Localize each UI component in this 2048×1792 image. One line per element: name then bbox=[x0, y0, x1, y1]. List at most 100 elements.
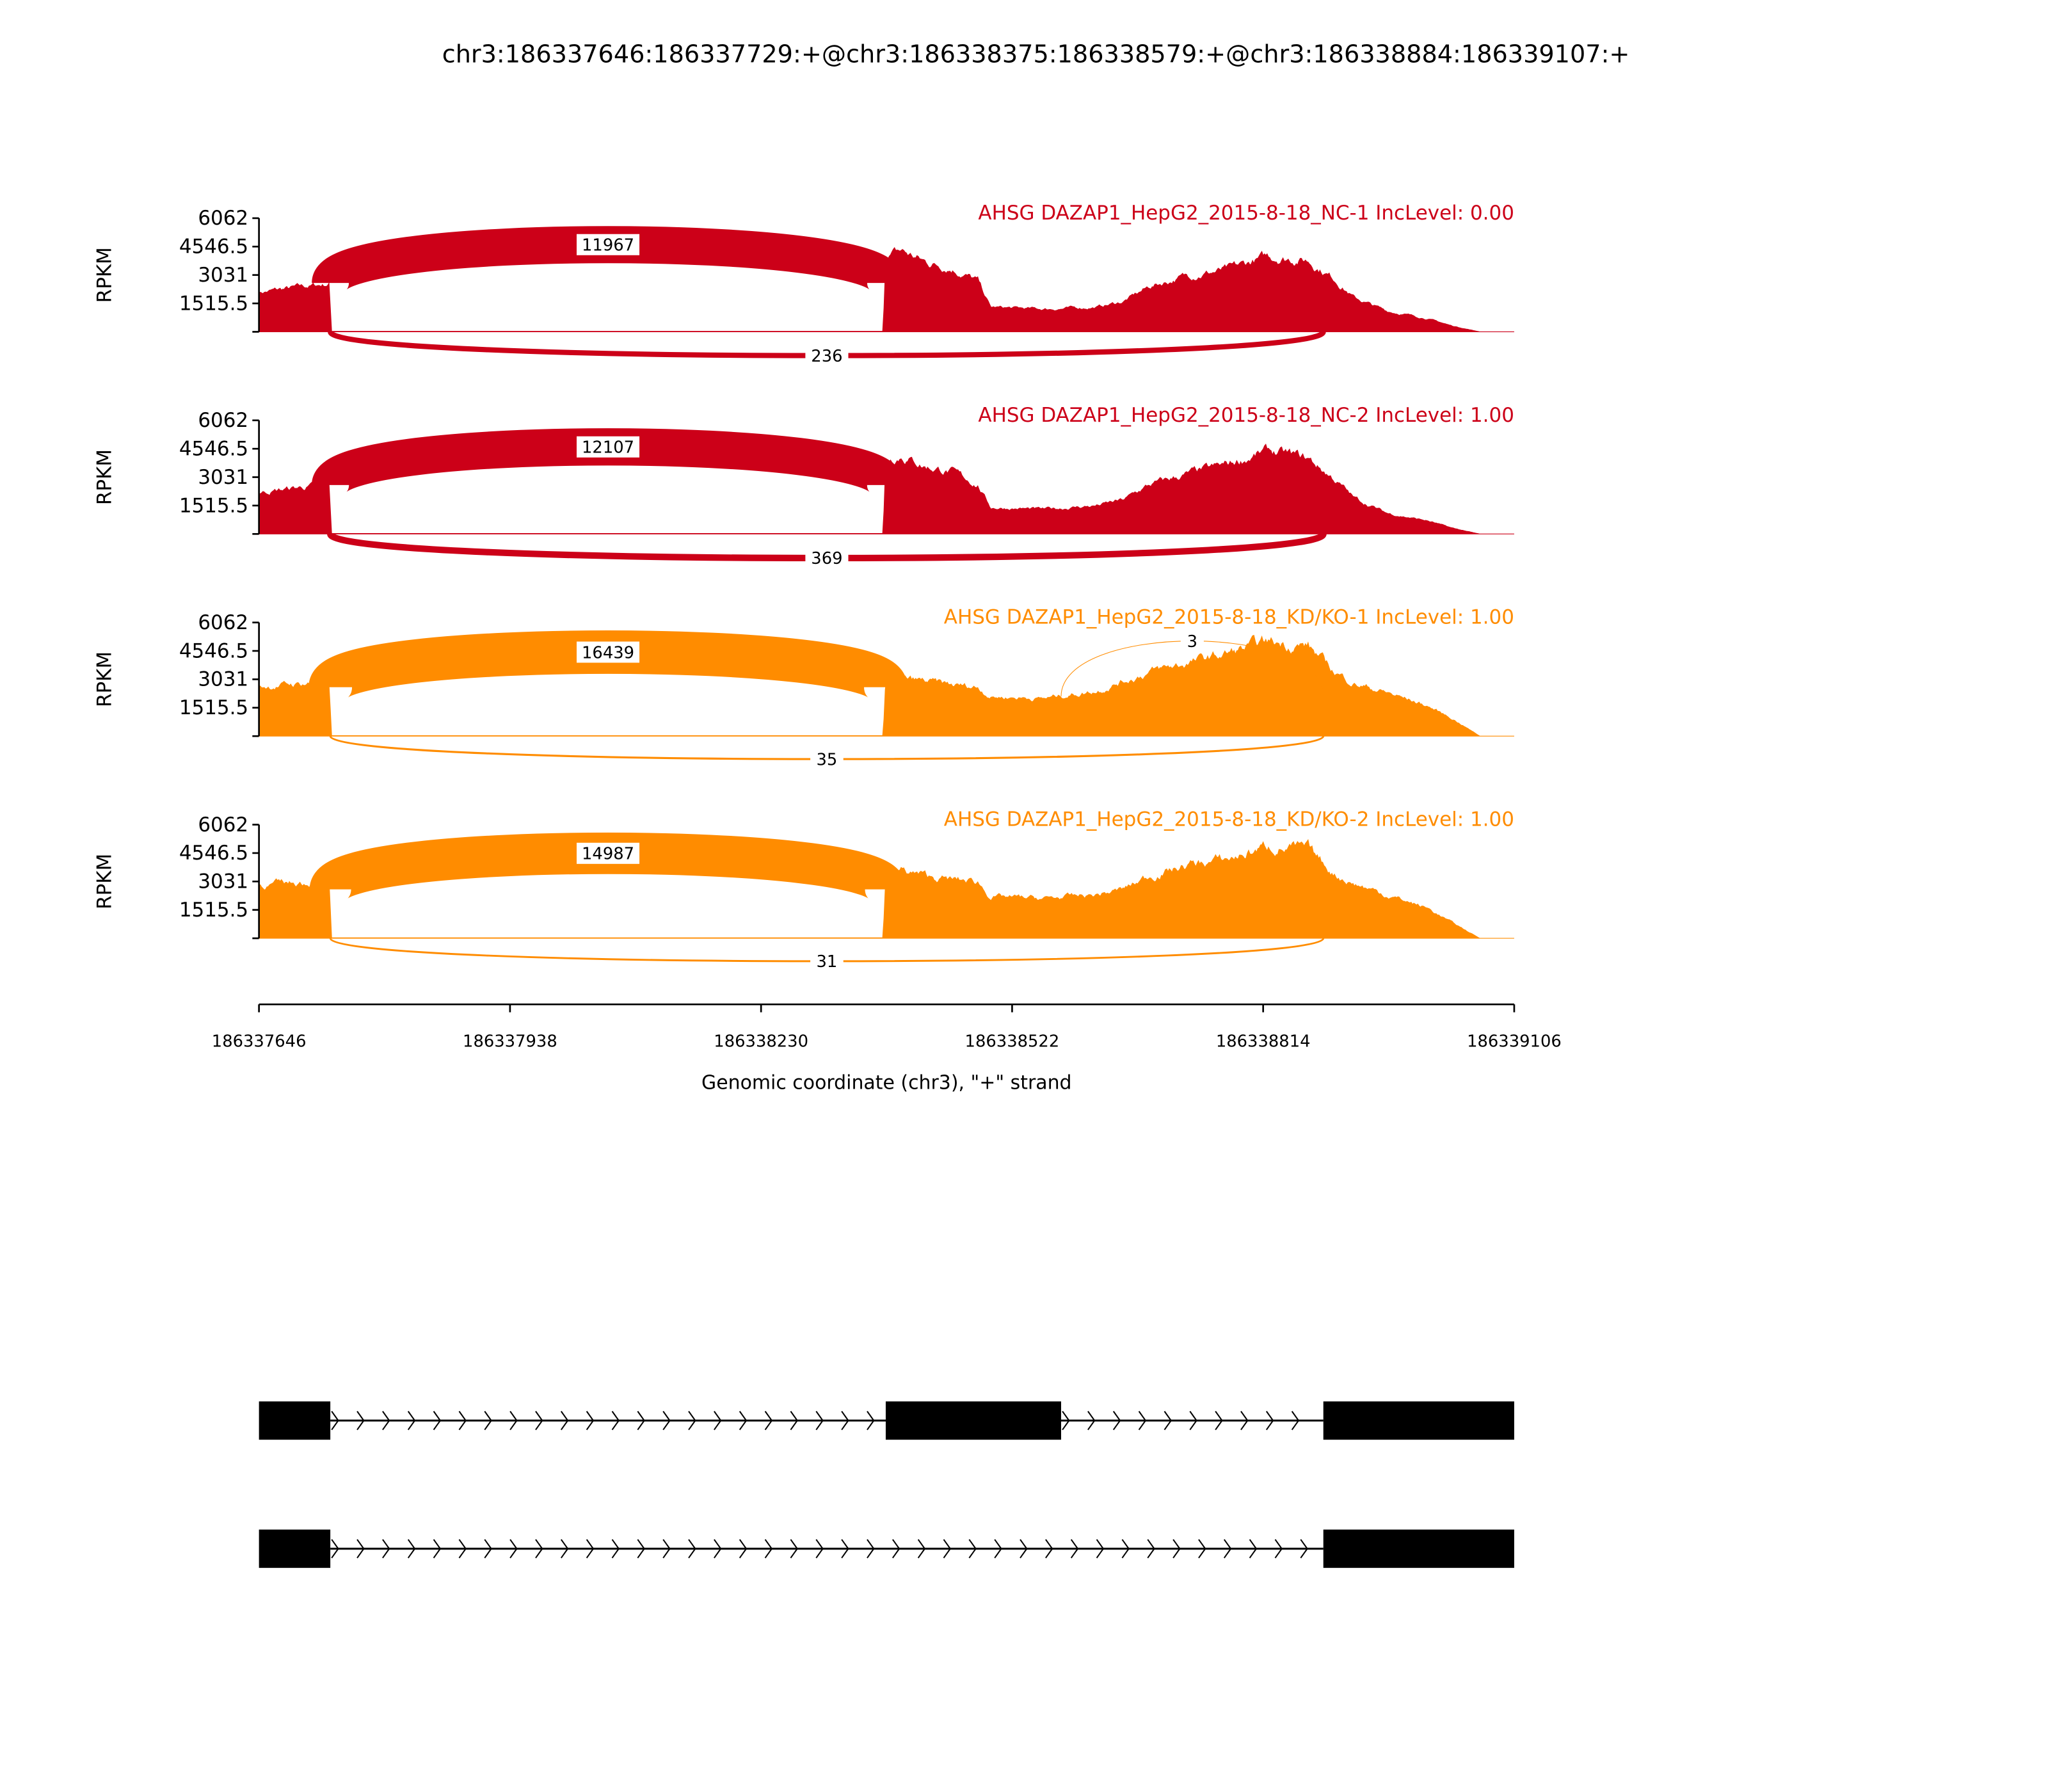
strand-arrow-icon bbox=[867, 1411, 875, 1430]
sample-panel-2: 1515.5 3031 4546.5 6062 RPKM 12107 369 AHSG DAZ… bbox=[93, 404, 1514, 569]
strand-arrow-icon bbox=[662, 1539, 671, 1558]
sample-label: AHSG DAZAP1_HepG2_2015-8-18_KD/KO-1 IncL… bbox=[944, 606, 1514, 629]
strand-arrow-icon bbox=[407, 1539, 416, 1558]
strand-arrow-icon bbox=[356, 1539, 365, 1558]
strand-arrow-icon bbox=[1249, 1539, 1258, 1558]
strand-arrow-icon bbox=[484, 1411, 492, 1430]
strand-arrow-icon bbox=[509, 1539, 518, 1558]
strand-arrow-icon bbox=[1070, 1539, 1079, 1558]
strand-arrow-icon bbox=[1274, 1539, 1283, 1558]
strand-arrow-icon bbox=[790, 1539, 799, 1558]
x-tick-label: 186338522 bbox=[965, 1032, 1060, 1051]
strand-arrow-icon bbox=[968, 1539, 977, 1558]
junction-label-bg bbox=[577, 842, 640, 864]
strand-arrow-icon bbox=[433, 1539, 442, 1558]
y-tick-label: 3031 bbox=[198, 466, 248, 489]
strand-arrow-icon bbox=[535, 1411, 543, 1430]
strand-arrow-icon bbox=[1121, 1539, 1130, 1558]
gene-model-2 bbox=[259, 1529, 1514, 1568]
y-tick-label: 4546.5 bbox=[179, 842, 248, 865]
y-tick-label: 1515.5 bbox=[179, 696, 248, 719]
x-tick-label: 186339106 bbox=[1467, 1032, 1562, 1051]
strand-arrow-icon bbox=[586, 1539, 595, 1558]
strand-arrow-icon bbox=[611, 1411, 620, 1430]
strand-arrow-icon bbox=[1215, 1411, 1223, 1430]
strand-arrow-icon bbox=[1096, 1539, 1105, 1558]
strand-arrow-icon bbox=[586, 1411, 595, 1430]
sample-panel-3: 1515.5 3031 4546.5 6062 RPKM 16439 3 35 AHSG DAZ… bbox=[93, 606, 1514, 770]
junction-count-label: 236 bbox=[811, 347, 842, 366]
strand-arrow-icon bbox=[1300, 1539, 1308, 1558]
strand-arrow-icon bbox=[331, 1411, 339, 1430]
gene-model-1 bbox=[259, 1401, 1514, 1440]
strand-arrow-icon bbox=[1240, 1411, 1249, 1430]
sample-label: AHSG DAZAP1_HepG2_2015-8-18_NC-1 IncLeve… bbox=[978, 202, 1514, 225]
strand-arrow-icon bbox=[790, 1411, 799, 1430]
junction-label-bg bbox=[810, 748, 844, 770]
junction-label-bg bbox=[810, 950, 844, 972]
strand-arrow-icon bbox=[739, 1539, 748, 1558]
y-tick-label: 3031 bbox=[198, 668, 248, 691]
exon-block bbox=[259, 1529, 331, 1568]
strand-arrow-icon bbox=[1020, 1539, 1028, 1558]
strand-arrow-icon bbox=[688, 1539, 696, 1558]
strand-arrow-icon bbox=[458, 1539, 467, 1558]
strand-arrow-icon bbox=[1112, 1411, 1121, 1430]
strand-arrow-icon bbox=[1223, 1539, 1232, 1558]
y-tick-label: 1515.5 bbox=[179, 494, 248, 517]
y-axis-label: RPKM bbox=[93, 854, 116, 909]
strand-arrow-icon bbox=[1291, 1411, 1300, 1430]
sample-label: AHSG DAZAP1_HepG2_2015-8-18_NC-2 IncLeve… bbox=[978, 404, 1514, 427]
y-tick-label: 4546.5 bbox=[179, 639, 248, 662]
strand-arrow-icon bbox=[637, 1411, 645, 1430]
strand-arrow-icon bbox=[331, 1539, 339, 1558]
strand-arrow-icon bbox=[509, 1411, 518, 1430]
junction-count-label: 35 bbox=[817, 750, 838, 769]
strand-arrow-icon bbox=[535, 1539, 543, 1558]
junction-count-label: 12107 bbox=[582, 438, 634, 458]
strand-arrow-icon bbox=[764, 1539, 773, 1558]
strand-arrow-icon bbox=[841, 1539, 849, 1558]
junction-count-label: 369 bbox=[811, 549, 842, 568]
junction-label-bg bbox=[577, 234, 640, 255]
y-tick-label: 3031 bbox=[198, 870, 248, 893]
x-tick-label: 186337938 bbox=[463, 1032, 557, 1051]
y-tick-label: 4546.5 bbox=[179, 437, 248, 460]
y-tick-label: 3031 bbox=[198, 264, 248, 287]
strand-arrow-icon bbox=[994, 1539, 1002, 1558]
exon-block bbox=[1323, 1401, 1514, 1440]
exon-block bbox=[1323, 1529, 1514, 1568]
strand-arrow-icon bbox=[637, 1539, 645, 1558]
strand-arrow-icon bbox=[1062, 1411, 1070, 1430]
strand-arrow-icon bbox=[739, 1411, 748, 1430]
y-tick-label: 6062 bbox=[198, 207, 248, 230]
sample-label: AHSG DAZAP1_HepG2_2015-8-18_KD/KO-2 IncL… bbox=[944, 808, 1514, 831]
strand-arrow-icon bbox=[484, 1539, 492, 1558]
chart-title: chr3:186337646:186337729:+@chr3:18633837… bbox=[442, 40, 1630, 68]
strand-arrow-icon bbox=[662, 1411, 671, 1430]
strand-arrow-icon bbox=[867, 1539, 875, 1558]
y-tick-label: 1515.5 bbox=[179, 899, 248, 922]
strand-arrow-icon bbox=[1172, 1539, 1181, 1558]
strand-arrow-icon bbox=[815, 1411, 824, 1430]
junction-label-bg bbox=[805, 345, 849, 367]
strand-arrow-icon bbox=[1045, 1539, 1053, 1558]
strand-arrow-icon bbox=[841, 1411, 849, 1430]
coverage-area bbox=[259, 444, 1514, 534]
strand-arrow-icon bbox=[382, 1539, 390, 1558]
y-tick-label: 4546.5 bbox=[179, 236, 248, 259]
y-tick-label: 6062 bbox=[198, 813, 248, 836]
strand-arrow-icon bbox=[917, 1539, 926, 1558]
junction-label-bg bbox=[805, 547, 849, 569]
junction-label-bg bbox=[577, 436, 640, 458]
x-tick-label: 186338814 bbox=[1216, 1032, 1311, 1051]
y-tick-label: 1515.5 bbox=[179, 292, 248, 315]
strand-arrow-icon bbox=[560, 1539, 569, 1558]
strand-arrow-icon bbox=[815, 1539, 824, 1558]
strand-arrow-icon bbox=[1164, 1411, 1172, 1430]
junction-count-label: 31 bbox=[817, 952, 838, 972]
strand-arrow-icon bbox=[611, 1539, 620, 1558]
strand-arrow-icon bbox=[407, 1411, 416, 1430]
junction-count-label: 11967 bbox=[582, 236, 634, 255]
strand-arrow-icon bbox=[356, 1411, 365, 1430]
